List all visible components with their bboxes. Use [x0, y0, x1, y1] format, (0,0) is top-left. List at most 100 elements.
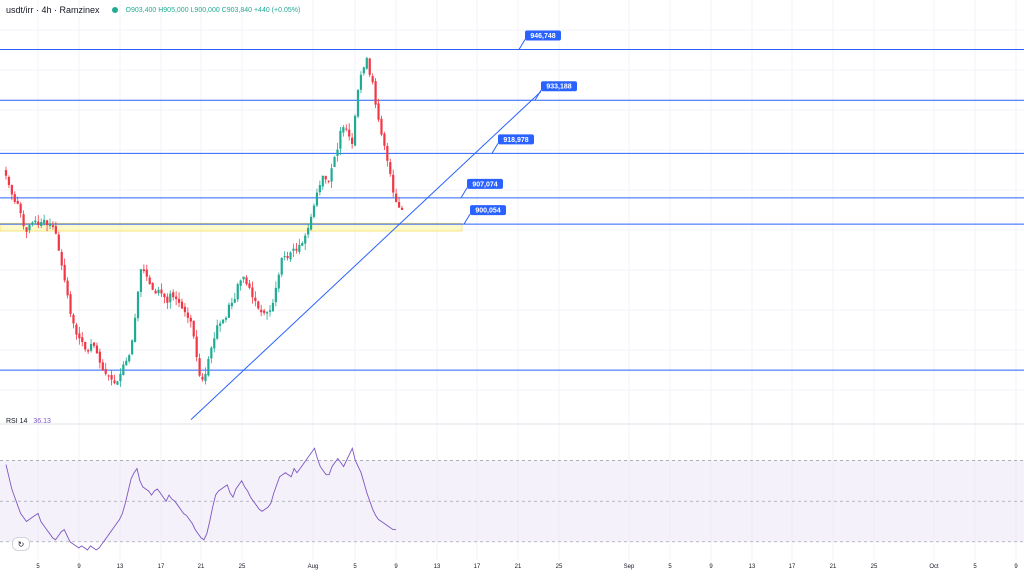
candle-body[interactable]	[192, 320, 195, 337]
candle-body[interactable]	[400, 207, 404, 210]
candle-body[interactable]	[22, 214, 25, 227]
candle-body[interactable]	[160, 289, 163, 294]
candle-body[interactable]	[377, 103, 380, 120]
candle-body[interactable]	[265, 312, 269, 314]
candle-body[interactable]	[87, 350, 90, 352]
candle-body[interactable]	[221, 319, 225, 324]
candle-body[interactable]	[92, 342, 96, 346]
candle-body[interactable]	[169, 293, 172, 303]
candle-body[interactable]	[380, 118, 383, 135]
candle-body[interactable]	[397, 202, 401, 208]
candle-body[interactable]	[60, 252, 63, 266]
candle-body[interactable]	[142, 269, 145, 272]
candle-body[interactable]	[163, 293, 166, 298]
candle-body[interactable]	[180, 301, 184, 309]
candle-body[interactable]	[386, 146, 389, 161]
candle-body[interactable]	[242, 276, 245, 280]
candle-body[interactable]	[189, 317, 192, 322]
candle-body[interactable]	[233, 299, 236, 303]
level-price-badge[interactable]	[541, 81, 577, 92]
candle-body[interactable]	[125, 360, 128, 366]
rsi-title[interactable]: RSI 14	[6, 418, 28, 425]
candle-body[interactable]	[330, 168, 333, 182]
candle-body[interactable]	[133, 317, 137, 342]
candle-body[interactable]	[204, 373, 207, 382]
candle-body[interactable]	[119, 373, 122, 382]
candle-body[interactable]	[274, 287, 277, 303]
candle-body[interactable]	[166, 296, 169, 303]
candle-body[interactable]	[175, 296, 178, 300]
candle-body[interactable]	[25, 227, 28, 232]
candle-body[interactable]	[227, 304, 231, 318]
candle-body[interactable]	[151, 282, 154, 290]
candle-body[interactable]	[339, 130, 342, 149]
candle-body[interactable]	[128, 355, 131, 362]
candle-body[interactable]	[13, 194, 16, 202]
candle-body[interactable]	[107, 375, 110, 377]
candle-body[interactable]	[95, 345, 99, 354]
candle-body[interactable]	[45, 220, 49, 226]
candle-body[interactable]	[248, 283, 251, 288]
candle-body[interactable]	[283, 256, 286, 258]
candle-body[interactable]	[28, 225, 31, 231]
candle-body[interactable]	[312, 205, 316, 217]
replay-button[interactable]: ↻	[12, 537, 30, 551]
candle-body[interactable]	[177, 298, 181, 303]
candle-body[interactable]	[268, 310, 272, 312]
candle-body[interactable]	[63, 264, 66, 281]
candle-body[interactable]	[16, 200, 19, 204]
candle-body[interactable]	[43, 219, 46, 224]
candle-body[interactable]	[365, 57, 368, 69]
trendline[interactable]	[190, 91, 542, 420]
candle-body[interactable]	[277, 274, 280, 289]
candle-body[interactable]	[309, 216, 313, 230]
candle-body[interactable]	[348, 129, 351, 137]
candle-body[interactable]	[75, 324, 78, 335]
candle-body[interactable]	[236, 284, 239, 300]
candle-body[interactable]	[34, 220, 37, 223]
candle-body[interactable]	[342, 127, 345, 133]
candle-body[interactable]	[263, 310, 266, 313]
candle-body[interactable]	[172, 292, 175, 298]
candle-body[interactable]	[383, 133, 386, 146]
candle-body[interactable]	[271, 302, 275, 312]
candle-body[interactable]	[110, 375, 113, 380]
candle-body[interactable]	[257, 301, 260, 309]
support-zone[interactable]	[0, 222, 463, 232]
candle-body[interactable]	[19, 203, 22, 214]
candle-body[interactable]	[239, 280, 242, 286]
candle-body[interactable]	[389, 162, 392, 174]
candle-body[interactable]	[136, 291, 140, 319]
candle-body[interactable]	[301, 243, 304, 246]
candle-body[interactable]	[289, 252, 292, 260]
level-price-badge[interactable]	[525, 30, 561, 41]
candle-body[interactable]	[51, 225, 55, 227]
candle-body[interactable]	[224, 317, 228, 320]
candle-body[interactable]	[362, 67, 365, 74]
candle-body[interactable]	[333, 157, 336, 167]
candle-body[interactable]	[280, 257, 283, 275]
candle-body[interactable]	[78, 333, 81, 339]
candle-body[interactable]	[201, 376, 204, 380]
candle-body[interactable]	[89, 343, 93, 351]
candle-body[interactable]	[148, 277, 151, 285]
candle-body[interactable]	[374, 81, 377, 105]
level-price-badge[interactable]	[467, 178, 503, 189]
candle-body[interactable]	[113, 380, 116, 384]
candle-body[interactable]	[345, 128, 348, 130]
candle-body[interactable]	[81, 337, 84, 343]
candle-body[interactable]	[98, 351, 101, 363]
candle-body[interactable]	[353, 115, 357, 146]
candle-body[interactable]	[31, 222, 34, 224]
candle-body[interactable]	[40, 222, 43, 226]
candle-body[interactable]	[66, 280, 69, 296]
candle-body[interactable]	[219, 323, 222, 326]
candle-body[interactable]	[84, 341, 87, 350]
candle-body[interactable]	[198, 358, 201, 376]
candle-body[interactable]	[395, 193, 398, 202]
candle-body[interactable]	[139, 269, 143, 292]
candle-body[interactable]	[116, 381, 119, 385]
candle-body[interactable]	[154, 290, 157, 294]
candle-body[interactable]	[356, 89, 360, 117]
candle-body[interactable]	[351, 137, 354, 144]
